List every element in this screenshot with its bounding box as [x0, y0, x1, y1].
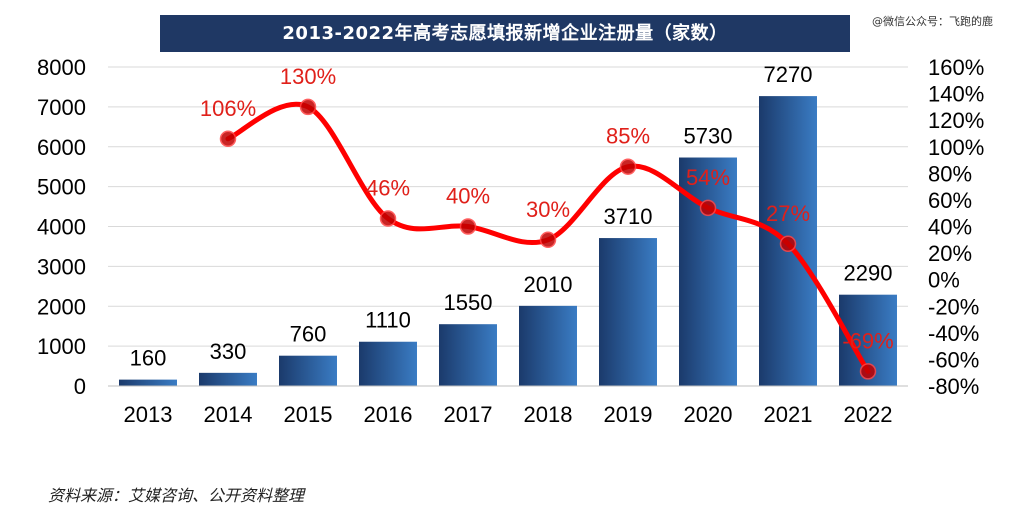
growth-point [779, 235, 797, 253]
bar-value-label: 7270 [764, 62, 813, 87]
x-tick-label: 2020 [684, 402, 733, 427]
growth-pct-label: 54% [686, 165, 730, 190]
y-right-tick-label: 160% [928, 55, 984, 80]
y-left-tick-label: 6000 [37, 135, 86, 160]
bar-value-label: 2010 [524, 272, 573, 297]
source-note: 资料来源：艾媒咨询、公开资料整理 [48, 486, 305, 505]
y-left-tick-label: 0 [74, 374, 86, 399]
x-tick-label: 2017 [444, 402, 493, 427]
y-right-tick-label: 0% [928, 268, 960, 293]
x-tick-label: 2013 [124, 402, 173, 427]
growth-pct-label: -69% [842, 328, 893, 353]
x-tick-label: 2015 [284, 402, 333, 427]
y-left-tick-label: 1000 [37, 334, 86, 359]
growth-point [539, 231, 557, 249]
bar [439, 324, 497, 386]
growth-pct-labels: 106% 130% 46% 40% 30% 85% 54% 27% -69% [200, 64, 894, 354]
growth-point [619, 158, 637, 175]
y-right-tick-label: 80% [928, 161, 972, 186]
growth-pct-label: 30% [526, 197, 570, 222]
growth-pct-label: 27% [766, 201, 810, 226]
y-right-tick-label: 120% [928, 108, 984, 133]
y-left-tick-label: 8000 [37, 55, 86, 80]
growth-pct-label: 106% [200, 96, 256, 121]
growth-point [379, 210, 397, 227]
bar-value-label: 1110 [365, 308, 411, 333]
bar-value-label: 330 [210, 339, 247, 364]
growth-point [859, 363, 877, 380]
y-left-tick-label: 3000 [37, 254, 86, 279]
growth-line-series [219, 98, 877, 380]
y-right-tick-label: 60% [928, 188, 972, 213]
growth-point [219, 130, 237, 148]
growth-pct-label: 85% [606, 124, 650, 149]
growth-point [299, 98, 317, 116]
x-tick-label: 2019 [604, 402, 653, 427]
bar-value-label: 760 [290, 322, 327, 347]
y-right-tick-label: -40% [928, 321, 979, 346]
y-left-tick-label: 7000 [37, 95, 86, 120]
bar-value-label: 3710 [604, 204, 653, 229]
y-right-tick-label: -60% [928, 347, 979, 372]
x-tick-label: 2018 [524, 402, 573, 427]
x-tick-label: 2014 [204, 402, 253, 427]
bar-value-labels: 160 330 760 1110 1550 2010 3710 5730 7270 2290 [130, 62, 893, 371]
y-right-tick-label: 20% [928, 241, 972, 266]
x-tick-label: 2016 [364, 402, 413, 427]
bar [279, 355, 337, 386]
y-right-tick-label: -80% [928, 374, 979, 399]
y-right-tick-label: -20% [928, 294, 979, 319]
bar-value-label: 160 [130, 346, 167, 371]
growth-pct-label: 130% [280, 64, 336, 89]
y-right-tick-label: 40% [928, 215, 972, 240]
bar-value-label: 2290 [844, 261, 893, 286]
x-tick-label: 2022 [844, 402, 893, 427]
bar [199, 372, 257, 386]
bar [359, 341, 417, 386]
y-right-tick-label: 100% [928, 135, 984, 160]
y-left-tick-label: 2000 [37, 294, 86, 319]
bar-value-label: 1550 [444, 290, 493, 315]
chart-title: 2013-2022年高考志愿填报新增企业注册量（家数） [160, 15, 850, 52]
y-right-tick-label: 140% [928, 82, 984, 107]
bar [519, 305, 577, 386]
growth-pct-label: 40% [446, 184, 490, 209]
bar-value-label: 5730 [684, 124, 733, 149]
bar [599, 238, 657, 386]
watermark: @微信公众号：飞跑的鹿 [872, 15, 993, 28]
growth-pct-label: 46% [366, 176, 410, 201]
y-left-tick-label: 4000 [37, 215, 86, 240]
x-tick-label: 2021 [764, 402, 813, 427]
growth-point [459, 218, 477, 235]
bar [119, 379, 177, 386]
axes: 0 1000 2000 3000 4000 5000 6000 7000 8000 -80%-60… [37, 55, 984, 427]
bar [679, 157, 737, 386]
growth-point [699, 199, 717, 217]
y-left-tick-label: 5000 [37, 175, 86, 200]
